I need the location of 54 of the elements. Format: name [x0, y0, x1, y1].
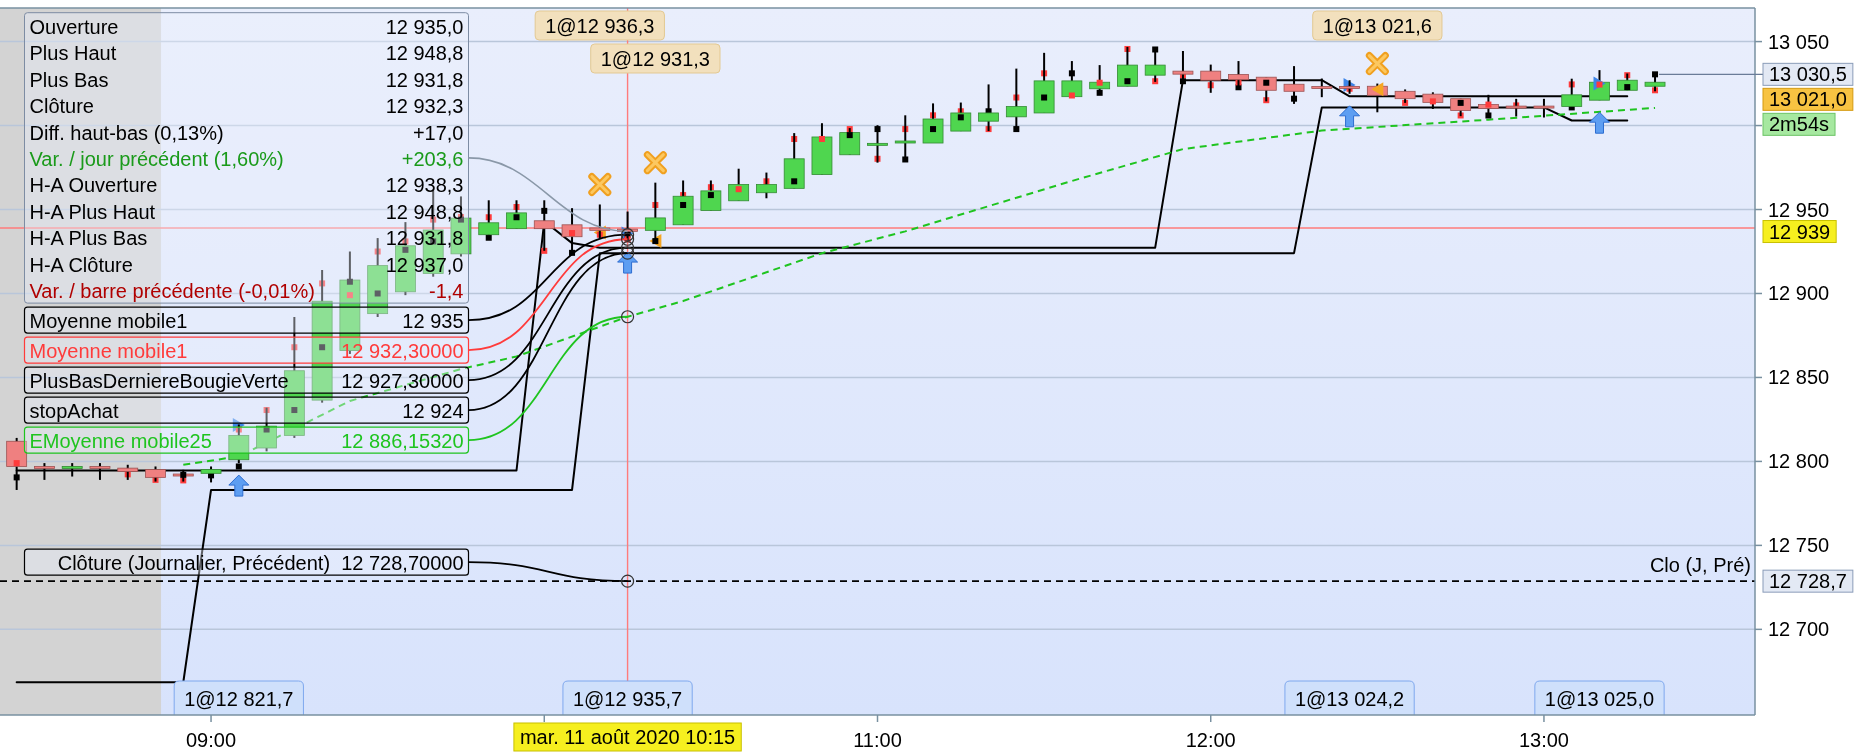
text: Moyenne mobile1 [29, 310, 188, 333]
annotation: 1@13 025,0 [1544, 688, 1655, 710]
ref-line-label: Clo (J, Pré) [1649, 554, 1751, 577]
annotation: H-A Plus Haut [29, 200, 156, 223]
annotation: 1@12 821,7 [184, 688, 294, 710]
annotation: 12 938,3 [385, 174, 464, 197]
annotation: 12 935 [402, 310, 464, 333]
annotation: 12 728,7 [1769, 570, 1847, 593]
y-tick-label: 12 800 [1768, 450, 1830, 473]
annotation: 1@12 936,3 [545, 15, 655, 37]
annotation: Diff. haut-bas (0,13%) [29, 121, 224, 144]
annotation: 12 931,8 [385, 68, 464, 91]
annotation: H-A Plus Bas [29, 227, 148, 250]
x-tick-label: 12:00 [1185, 729, 1236, 751]
annotation: 13 030,5 [1769, 63, 1847, 86]
annotation: Var. / barre précédente (-0,01%) [29, 279, 315, 302]
series-label: EMoyenne mobile25 [29, 430, 212, 453]
y-tick-label: 12 700 [1768, 618, 1830, 641]
annotation: 1@13 021,6 [1322, 15, 1432, 37]
annotation: +17,0 [412, 121, 464, 144]
x-tick-label: 09:00 [186, 729, 237, 751]
y-tick-label: 12 900 [1768, 282, 1830, 305]
annotation: 12 886,15320 [341, 430, 464, 453]
annotation: H-A Clôture [29, 253, 133, 276]
text: 2m54s [1769, 113, 1830, 136]
annotation: 12 935,0 [385, 15, 464, 38]
x-tick-label: 11:00 [853, 729, 902, 751]
ref-line-label: mar. 11 août 2020 10:15 [519, 726, 736, 748]
ref-line-label: 12 939 [1769, 220, 1831, 243]
annotation: 1@12 935,7 [572, 688, 683, 710]
annotation: Var. / jour précédent (1,60%) [29, 147, 284, 170]
annotation: 1@13 024,2 [1294, 688, 1405, 710]
annotation: Plus Bas [29, 68, 109, 91]
text: Moyenne mobile1 [29, 340, 188, 363]
x-tick-label: 13:00 [1518, 729, 1569, 751]
annotation: 12 937,0 [385, 253, 464, 276]
text: 13 021,0 [1769, 88, 1847, 111]
annotation: 12 932,3 [385, 95, 464, 118]
y-tick-label: 12 750 [1768, 534, 1830, 557]
annotation: Ouverture [29, 15, 119, 38]
annotation: +203,6 [401, 147, 464, 170]
annotation: -1,4 [429, 279, 464, 302]
annotation: Plus Haut [29, 42, 117, 65]
y-tick-label: 12 950 [1768, 198, 1830, 221]
text: PlusBasDerniereBougieVerte [29, 370, 289, 393]
annotation: 12 924 [402, 400, 464, 423]
y-tick-label: 12 850 [1768, 366, 1830, 389]
y-tick-label: 13 050 [1768, 30, 1830, 53]
annotation: Clôture [29, 95, 94, 118]
annotation: 1@12 931,3 [600, 48, 710, 70]
annotation: 12 927,30000 [341, 370, 464, 393]
annotation: H-A Ouverture [29, 174, 158, 197]
text: stopAchat [29, 400, 119, 423]
annotation: 12 948,8 [385, 42, 464, 65]
